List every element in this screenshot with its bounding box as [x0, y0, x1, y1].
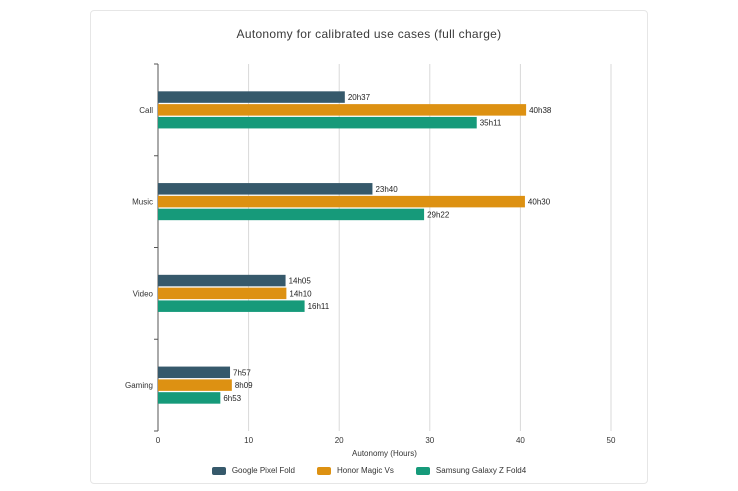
legend-item-honor-magic-vs[interactable]: Honor Magic Vs: [316, 466, 394, 475]
bar-2-2: [158, 300, 305, 312]
bar-1-0: [158, 183, 373, 195]
x-tick-label-2: 20: [335, 436, 344, 445]
data-label-3-1: 8h09: [235, 381, 253, 390]
bar-0-2: [158, 116, 477, 129]
data-label-2-0: 14h05: [289, 277, 312, 286]
legend-swatch-google-pixel-fold: [211, 466, 226, 475]
x-tick-label-5: 50: [607, 436, 616, 445]
x-axis-title: Autonomy (Hours): [352, 449, 417, 458]
bar-3-0: [158, 366, 231, 379]
legend-label-samsung-galaxy-z-fold4: Samsung Galaxy Z Fold4: [435, 466, 527, 475]
data-label-3-2: 6h53: [223, 394, 241, 403]
bar-2-1: [158, 287, 287, 300]
bar-1-2: [158, 208, 425, 221]
data-label-1-2: 29h22: [427, 210, 450, 219]
y-tick-label-2: Video: [133, 289, 154, 298]
y-tick-label-3: Gaming: [125, 381, 153, 390]
legend-label-google-pixel-fold: Google Pixel Fold: [231, 466, 295, 475]
x-tick-label-0: 0: [156, 436, 161, 445]
chart-title: Autonomy for calibrated use cases (full …: [236, 27, 502, 41]
legend-item-samsung-galaxy-z-fold4[interactable]: Samsung Galaxy Z Fold4: [415, 466, 527, 475]
data-label-1-1: 40h30: [528, 198, 551, 207]
legend-label-honor-magic-vs: Honor Magic Vs: [336, 466, 394, 475]
legend-swatch-honor-magic-vs: [316, 466, 331, 475]
x-tick-label-1: 10: [244, 436, 253, 445]
legend: Google Pixel Fold Honor Magic Vs Samsung…: [0, 466, 738, 475]
data-label-0-1: 40h38: [529, 106, 552, 115]
chart-card: [90, 10, 648, 484]
data-label-3-0: 7h57: [233, 368, 251, 377]
legend-swatch-samsung-galaxy-z-fold4: [415, 466, 430, 475]
legend-item-google-pixel-fold[interactable]: Google Pixel Fold: [211, 466, 295, 475]
y-tick-label-0: Call: [139, 106, 153, 115]
bar-0-1: [158, 104, 527, 116]
bar-3-2: [158, 392, 221, 404]
bar-0-0: [158, 91, 345, 103]
y-tick-label-1: Music: [132, 198, 153, 207]
data-label-2-1: 14h10: [289, 289, 312, 298]
bar-3-1: [158, 379, 232, 391]
data-label-0-0: 20h37: [348, 93, 371, 102]
x-tick-label-4: 40: [516, 436, 525, 445]
data-label-1-0: 23h40: [375, 185, 398, 194]
data-label-0-2: 35h11: [480, 119, 502, 128]
x-tick-label-3: 30: [425, 436, 434, 445]
bar-2-0: [158, 274, 286, 287]
data-label-2-2: 16h11: [308, 302, 330, 311]
bar-1-1: [158, 195, 525, 208]
